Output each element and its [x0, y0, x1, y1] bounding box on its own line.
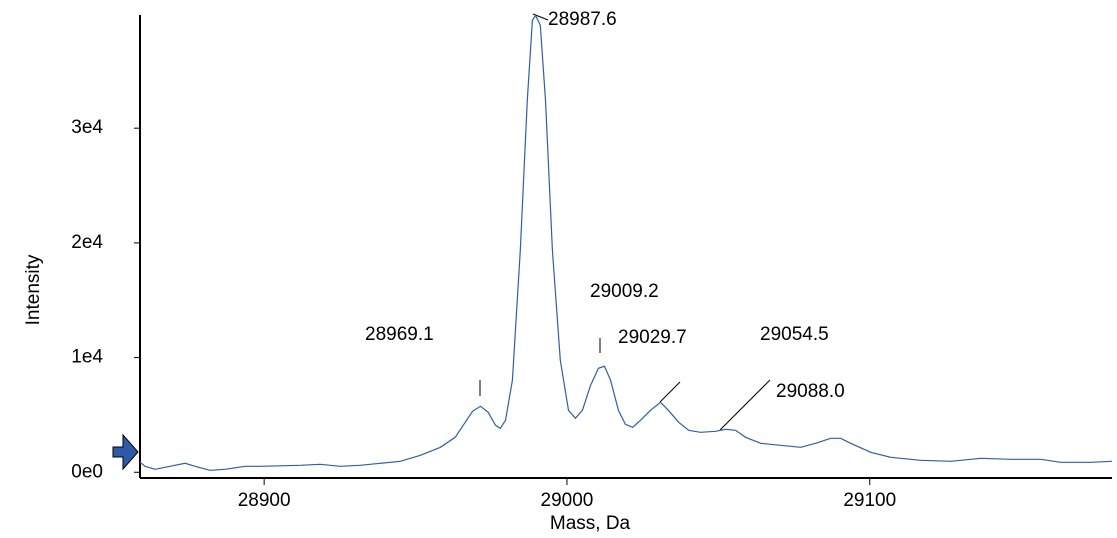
- peak-label: 29029.7: [618, 327, 687, 348]
- y-tick-label: 2e4: [71, 232, 103, 253]
- x-axis-label: Mass, Da: [550, 513, 631, 534]
- peak-label: 29009.2: [590, 281, 659, 302]
- x-tick-label: 28900: [238, 490, 291, 511]
- spectrum-line: [139, 14, 1113, 471]
- y-tick-label: 3e4: [71, 117, 103, 138]
- peak-leader: [719, 379, 771, 431]
- y-axis-label: Intensity: [23, 254, 44, 325]
- y-tick-label: 0e0: [71, 461, 103, 482]
- x-tick-label: 29000: [541, 490, 594, 511]
- peak-label: 28987.6: [548, 9, 617, 30]
- baseline-arrow: [112, 433, 139, 471]
- peak-label: 29088.0: [776, 381, 845, 402]
- peak-leader: [659, 381, 681, 403]
- peak-label: 28969.1: [365, 324, 434, 345]
- y-tick-label: 1e4: [71, 347, 103, 368]
- x-tick-label: 29100: [843, 490, 896, 511]
- peak-label: 29054.5: [760, 324, 829, 345]
